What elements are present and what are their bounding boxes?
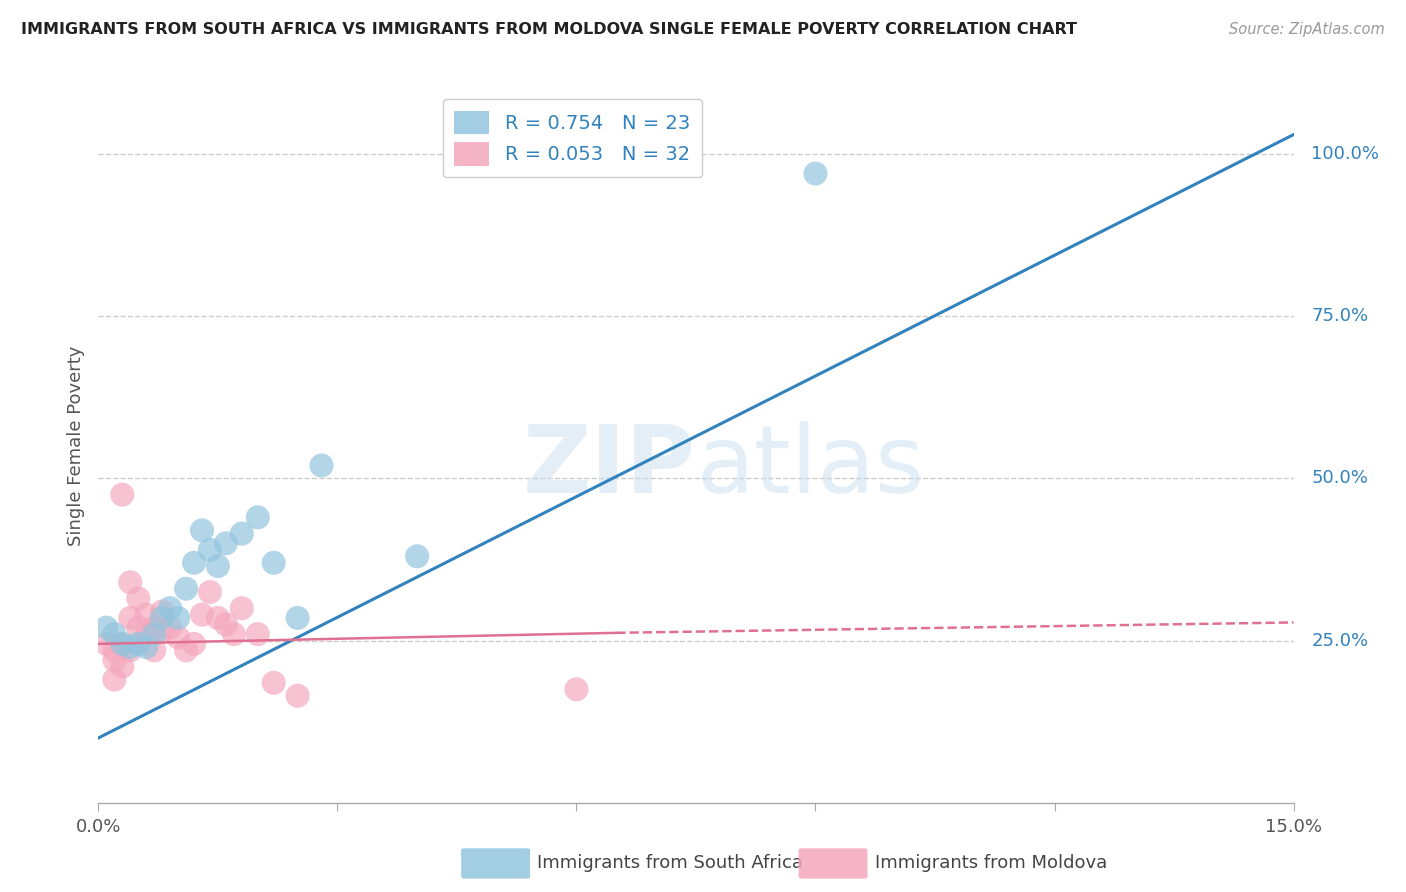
Point	[263, 675, 285, 690]
Point	[96, 637, 118, 651]
Point	[111, 637, 134, 651]
Point	[135, 607, 157, 622]
Text: 100.0%: 100.0%	[1312, 145, 1379, 163]
Text: IMMIGRANTS FROM SOUTH AFRICA VS IMMIGRANTS FROM MOLDOVA SINGLE FEMALE POVERTY CO: IMMIGRANTS FROM SOUTH AFRICA VS IMMIGRAN…	[21, 22, 1077, 37]
Text: Source: ZipAtlas.com: Source: ZipAtlas.com	[1229, 22, 1385, 37]
Point	[207, 611, 229, 625]
Point	[191, 607, 214, 622]
Point	[127, 591, 149, 606]
Point	[222, 627, 245, 641]
Legend: R = 0.754   N = 23, R = 0.053   N = 32: R = 0.754 N = 23, R = 0.053 N = 32	[443, 99, 702, 178]
Text: 25.0%: 25.0%	[1312, 632, 1368, 649]
Point	[207, 559, 229, 574]
Text: ZIP: ZIP	[523, 421, 696, 514]
Point	[150, 611, 173, 625]
Point	[111, 488, 134, 502]
Point	[103, 653, 125, 667]
Point	[565, 682, 588, 697]
Point	[103, 643, 125, 657]
Y-axis label: Single Female Poverty: Single Female Poverty	[66, 346, 84, 546]
Point	[120, 611, 142, 625]
Point	[120, 640, 142, 654]
Point	[135, 627, 157, 641]
Point	[111, 659, 134, 673]
Point	[120, 575, 142, 590]
Point	[215, 617, 238, 632]
Point	[287, 689, 309, 703]
Point	[287, 611, 309, 625]
Point	[135, 640, 157, 654]
Point	[103, 673, 125, 687]
Point	[231, 601, 253, 615]
Point	[215, 536, 238, 550]
Text: Immigrants from Moldova: Immigrants from Moldova	[875, 855, 1107, 872]
Point	[167, 611, 190, 625]
Point	[127, 621, 149, 635]
Point	[191, 524, 214, 538]
Point	[174, 582, 197, 596]
Point	[804, 167, 827, 181]
Point	[167, 631, 190, 645]
Point	[127, 637, 149, 651]
Point	[159, 621, 181, 635]
Point	[263, 556, 285, 570]
Point	[231, 526, 253, 541]
Point	[198, 542, 221, 557]
Text: Immigrants from South Africa: Immigrants from South Africa	[537, 855, 803, 872]
Point	[143, 643, 166, 657]
Point	[150, 624, 173, 638]
Text: 75.0%: 75.0%	[1312, 307, 1368, 326]
Point	[246, 510, 269, 524]
Point	[406, 549, 429, 564]
Point	[143, 621, 166, 635]
Point	[174, 643, 197, 657]
Point	[111, 637, 134, 651]
Point	[198, 585, 221, 599]
Point	[143, 627, 166, 641]
Point	[96, 621, 118, 635]
Point	[159, 601, 181, 615]
Point	[103, 627, 125, 641]
Point	[246, 627, 269, 641]
Point	[183, 637, 205, 651]
Point	[120, 643, 142, 657]
Point	[311, 458, 333, 473]
Point	[183, 556, 205, 570]
Point	[150, 604, 173, 618]
Text: atlas: atlas	[696, 421, 924, 514]
Text: 50.0%: 50.0%	[1312, 469, 1368, 487]
